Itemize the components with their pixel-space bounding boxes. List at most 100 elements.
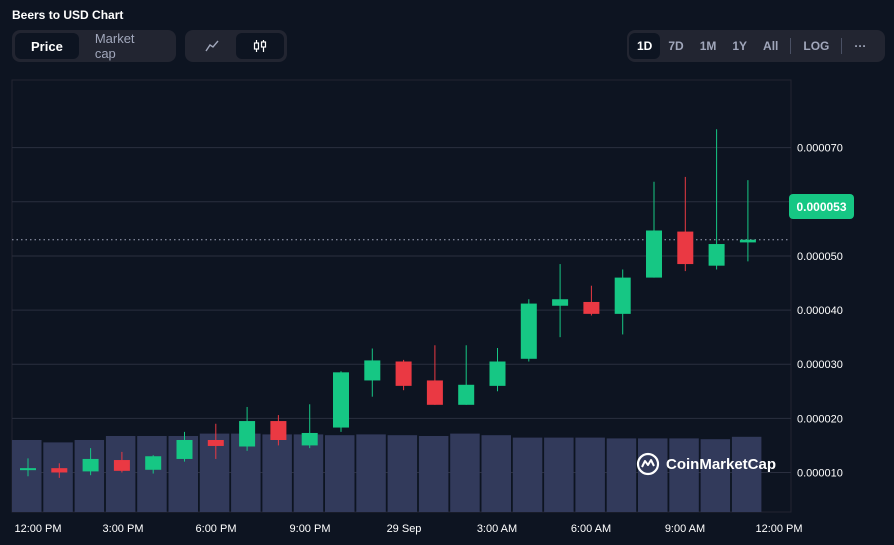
volume-bar xyxy=(262,434,292,512)
candle[interactable] xyxy=(51,463,68,478)
candle[interactable] xyxy=(20,458,36,477)
volume-bar xyxy=(387,435,418,512)
volume-bar xyxy=(481,435,511,512)
candle-body xyxy=(739,239,756,243)
volume-bar xyxy=(575,437,605,512)
current-price-tag: 0.000053 xyxy=(789,194,854,219)
volume-bar xyxy=(544,437,574,512)
x-tick-label: 12:00 PM xyxy=(755,523,802,535)
candle[interactable] xyxy=(677,176,694,272)
volume-bar xyxy=(231,433,261,512)
candle[interactable] xyxy=(207,423,224,459)
volume-bar xyxy=(418,436,449,512)
candle-body xyxy=(583,301,600,314)
candle[interactable] xyxy=(552,264,569,338)
candle[interactable] xyxy=(270,415,287,446)
candle-body xyxy=(614,277,631,314)
candle[interactable] xyxy=(458,345,475,405)
range-all-button[interactable]: All xyxy=(763,39,779,53)
candle-body xyxy=(677,231,694,265)
candle[interactable] xyxy=(646,181,662,278)
volume-bar xyxy=(293,434,324,512)
volume-bar xyxy=(325,435,355,512)
candle[interactable] xyxy=(113,451,130,473)
candle-body xyxy=(176,440,193,459)
volume-bar xyxy=(43,442,73,512)
candle[interactable] xyxy=(333,371,349,432)
candle-body xyxy=(552,299,569,306)
x-tick-label: 12:00 PM xyxy=(14,523,61,535)
volume-bar xyxy=(606,438,637,512)
volume-bar xyxy=(12,440,42,512)
candlestick-chart-button[interactable] xyxy=(236,33,284,59)
x-tick-label: 3:00 PM xyxy=(103,523,144,535)
candle-body xyxy=(270,421,287,440)
range-divider xyxy=(790,38,792,54)
candle[interactable] xyxy=(82,448,99,476)
candle[interactable] xyxy=(301,404,318,449)
range-divider xyxy=(841,38,843,54)
volume-bars xyxy=(12,433,762,512)
candle-body xyxy=(646,230,662,278)
volume-bar xyxy=(450,433,480,512)
candle-body xyxy=(239,421,256,447)
x-axis: 12:00 PM 3:00 PM 6:00 PM 9:00 PM 29 Sep 3:00 … xyxy=(14,523,802,535)
candlesticks xyxy=(20,129,756,478)
candle-body xyxy=(458,384,475,405)
candle-body xyxy=(145,456,162,470)
candle-body xyxy=(520,303,537,359)
x-tick-label: 9:00 AM xyxy=(665,523,705,535)
x-tick-label: 9:00 PM xyxy=(290,523,331,535)
candle-body xyxy=(301,432,318,446)
x-tick-label: 3:00 AM xyxy=(477,523,517,535)
line-chart-button[interactable] xyxy=(188,33,236,59)
more-options-button[interactable]: ··· xyxy=(854,39,867,53)
candle-body xyxy=(51,468,68,473)
volume-bar xyxy=(700,439,731,512)
candle[interactable] xyxy=(239,406,256,451)
price-tab[interactable]: Price xyxy=(15,33,79,59)
line-chart-icon xyxy=(205,40,219,52)
y-tick-label: 0.000020 xyxy=(797,413,843,425)
candle[interactable] xyxy=(614,269,631,335)
candle[interactable] xyxy=(520,299,537,362)
candle-body xyxy=(395,361,412,386)
candle[interactable] xyxy=(583,285,600,316)
market-cap-tab[interactable]: Market cap xyxy=(94,31,135,61)
volume-bar xyxy=(74,440,105,512)
candle-body xyxy=(333,372,349,428)
candle-body xyxy=(426,380,443,405)
candle-body xyxy=(364,360,381,381)
candle[interactable] xyxy=(176,431,193,462)
y-tick-label: 0.000070 xyxy=(797,143,843,155)
y-tick-label: 0.000040 xyxy=(797,305,843,317)
candle[interactable] xyxy=(708,129,725,270)
range-1y-button[interactable]: 1Y xyxy=(732,39,748,53)
x-tick-label: 6:00 PM xyxy=(196,523,237,535)
watermark: CoinMarketCap xyxy=(636,452,776,476)
candlestick-icon xyxy=(253,40,267,52)
volume-bar xyxy=(199,433,230,512)
candle[interactable] xyxy=(145,455,162,474)
range-1m-button[interactable]: 1M xyxy=(699,39,717,53)
y-tick-label: 0.000010 xyxy=(797,467,843,479)
candle[interactable] xyxy=(489,347,506,392)
candle[interactable] xyxy=(739,180,756,262)
volume-bar xyxy=(638,438,668,512)
range-7d-button[interactable]: 7D xyxy=(668,39,684,53)
log-scale-button[interactable]: LOG xyxy=(803,39,830,53)
coinmarketcap-logo-icon xyxy=(636,452,660,476)
watermark-text: CoinMarketCap xyxy=(666,455,777,473)
candle-body xyxy=(113,460,130,471)
candle[interactable] xyxy=(426,345,443,405)
range-1d-button[interactable]: 1D xyxy=(629,33,661,59)
candle-body xyxy=(489,361,506,386)
y-tick-label: 0.000050 xyxy=(797,251,843,263)
candle-body xyxy=(82,458,99,472)
chart-title: Beers to USD Chart xyxy=(12,8,124,22)
volume-bar xyxy=(356,434,386,512)
candle[interactable] xyxy=(364,348,381,397)
volume-bar xyxy=(731,436,762,512)
candle[interactable] xyxy=(395,359,412,391)
